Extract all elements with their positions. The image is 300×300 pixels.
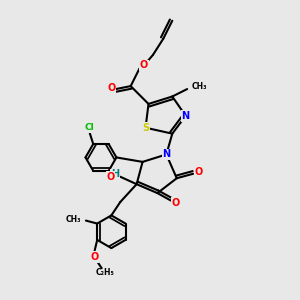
Text: H: H: [111, 169, 119, 179]
Text: O: O: [172, 198, 180, 208]
Text: N: N: [162, 149, 170, 160]
Text: N: N: [182, 111, 190, 121]
Text: O: O: [194, 167, 202, 177]
Text: S: S: [142, 123, 149, 133]
Text: O: O: [90, 252, 98, 262]
Text: Cl: Cl: [85, 123, 94, 132]
Text: O: O: [140, 60, 148, 70]
Text: CH₃: CH₃: [192, 82, 207, 91]
Text: O: O: [106, 172, 115, 182]
Text: O: O: [107, 82, 116, 93]
Text: CH₃: CH₃: [65, 215, 81, 224]
Text: C₂H₅: C₂H₅: [96, 268, 115, 277]
